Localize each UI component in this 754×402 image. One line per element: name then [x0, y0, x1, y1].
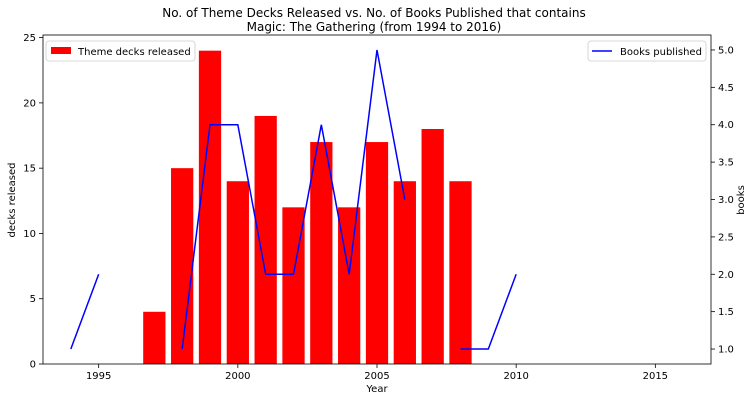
x-axis-ticks: 1995 2000 2005 2010 2015: [86, 364, 668, 382]
x-tick-label-2005: 2005: [364, 371, 389, 382]
right-y-axis-label: books: [736, 185, 747, 215]
x-tick-label-1995: 1995: [86, 371, 111, 382]
bar-2005: [365, 142, 389, 364]
books-line-segment-1: [70, 274, 100, 350]
legend-lines-label: Books published: [620, 47, 702, 58]
bar-1997: [143, 311, 166, 364]
legend-lines-box: [587, 40, 707, 62]
left-y-axis-label: decks released: [7, 163, 18, 238]
chart-title-line1: No. of Theme Decks Released vs. No. of B…: [162, 6, 585, 20]
bar-2007: [421, 129, 444, 364]
y-right-tick-label-1: 1.5: [718, 307, 734, 318]
legend-bars-swatch: [51, 47, 71, 54]
legend-bars-box: [45, 40, 196, 62]
y-right-tick-label-4: 3.0: [718, 195, 734, 206]
x-axis-label: Year: [365, 384, 388, 395]
bars-layer: [143, 50, 472, 365]
y-left-tick-label-10: 10: [23, 229, 36, 240]
y-right-tick-label-3: 2.5: [718, 232, 734, 243]
legend-lines: Books published: [587, 40, 707, 62]
bar-1998: [171, 168, 194, 364]
legend-bars: Theme decks released: [45, 40, 196, 62]
y-left-tick-label-15: 15: [23, 164, 36, 175]
y-right-tick-label-7: 4.5: [718, 83, 734, 94]
y-left-tick-label-0: 0: [30, 360, 36, 371]
y-left-tick-label-20: 20: [23, 98, 36, 109]
y-right-tick-label-0: 1.0: [718, 345, 734, 356]
bar-2003: [310, 142, 333, 364]
lines-layer: [70, 49, 517, 350]
bar-1999: [198, 50, 222, 365]
x-tick-label-2015: 2015: [643, 371, 668, 382]
bar-2006: [393, 181, 416, 364]
x-tick-label-2000: 2000: [225, 371, 250, 382]
bar-2000: [226, 181, 249, 364]
bar-2001: [254, 115, 277, 364]
y-right-tick-label-5: 3.5: [718, 158, 734, 169]
x-tick-label-2010: 2010: [503, 371, 528, 382]
books-line-segment-3: [460, 274, 517, 350]
y-right-tick-label-6: 4.0: [718, 120, 734, 131]
legend-bars-label: Theme decks released: [77, 47, 191, 58]
right-y-axis-ticks: 1.0 1.5 2.0 2.5 3.0 3.5 4.0 4.5 5.0: [711, 45, 734, 356]
y-right-tick-label-2: 2.0: [718, 270, 734, 281]
y-left-tick-label-25: 25: [23, 33, 36, 44]
left-y-axis-ticks: 0 5 10 15 20 25: [23, 33, 43, 371]
bar-2008: [449, 181, 472, 364]
books-line-segment-2: [181, 49, 406, 350]
chart-title-line2: Magic: The Gathering (from 1994 to 2016): [247, 20, 502, 34]
y-left-tick-label-5: 5: [30, 294, 36, 305]
y-right-tick-label-8: 5.0: [718, 45, 734, 56]
